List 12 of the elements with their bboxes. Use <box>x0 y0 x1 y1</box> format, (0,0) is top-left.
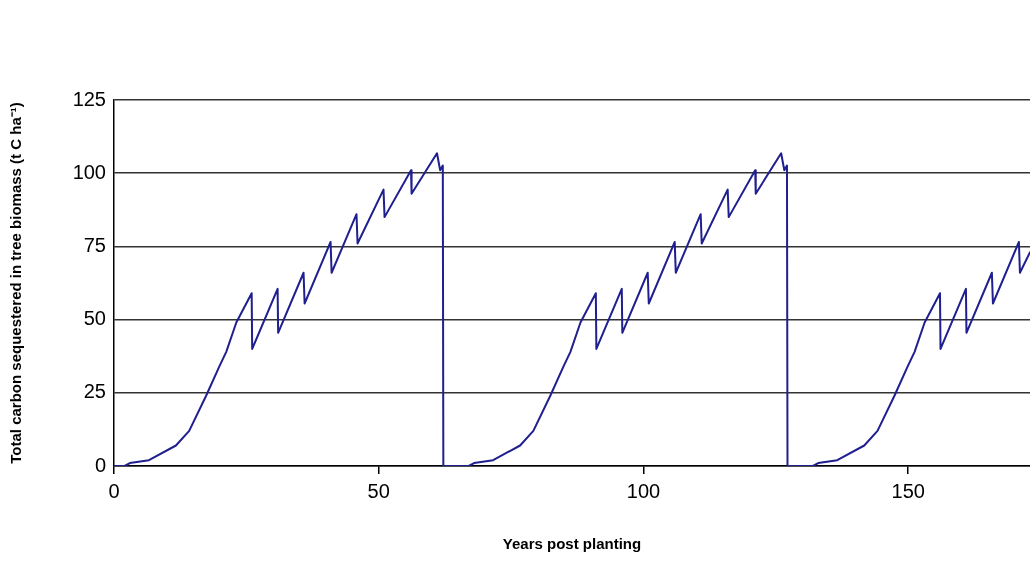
x-tick-label: 50 <box>367 479 390 502</box>
y-tick-label: 125 <box>72 87 106 110</box>
y-tick-label: 50 <box>83 307 106 330</box>
y-tick-label: 100 <box>72 160 106 183</box>
x-tick-label: 0 <box>108 479 120 502</box>
y-tick-label: 0 <box>94 453 106 476</box>
x-tick-label: 150 <box>891 479 925 502</box>
y-tick-label: 75 <box>83 233 106 256</box>
y-axis-title: Total carbon sequestered in tree biomass (t C ha⁻¹) <box>7 102 25 464</box>
x-axis-title: Years post planting <box>502 535 642 553</box>
y-tick-label: 25 <box>83 380 106 403</box>
x-tick-label: 100 <box>626 479 661 502</box>
